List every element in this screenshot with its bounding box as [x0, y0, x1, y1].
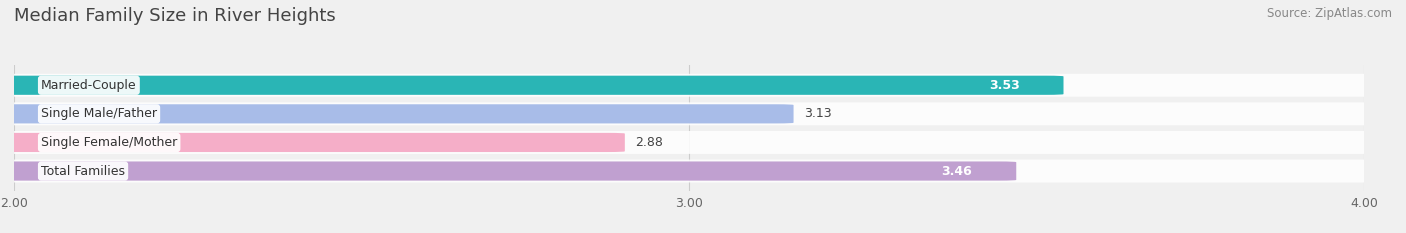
FancyBboxPatch shape — [0, 103, 1391, 125]
Text: 2.88: 2.88 — [636, 136, 662, 149]
FancyBboxPatch shape — [0, 76, 1063, 95]
FancyBboxPatch shape — [0, 160, 1391, 182]
Text: Source: ZipAtlas.com: Source: ZipAtlas.com — [1267, 7, 1392, 20]
FancyBboxPatch shape — [0, 133, 624, 152]
FancyBboxPatch shape — [0, 74, 1391, 97]
Text: 3.46: 3.46 — [942, 164, 973, 178]
Text: Single Male/Father: Single Male/Father — [41, 107, 157, 120]
Text: 3.13: 3.13 — [804, 107, 831, 120]
Text: Married-Couple: Married-Couple — [41, 79, 136, 92]
FancyBboxPatch shape — [0, 104, 793, 123]
Text: Median Family Size in River Heights: Median Family Size in River Heights — [14, 7, 336, 25]
FancyBboxPatch shape — [0, 131, 1391, 154]
Text: Single Female/Mother: Single Female/Mother — [41, 136, 177, 149]
Text: 3.53: 3.53 — [988, 79, 1019, 92]
FancyBboxPatch shape — [0, 161, 1017, 181]
Text: Total Families: Total Families — [41, 164, 125, 178]
